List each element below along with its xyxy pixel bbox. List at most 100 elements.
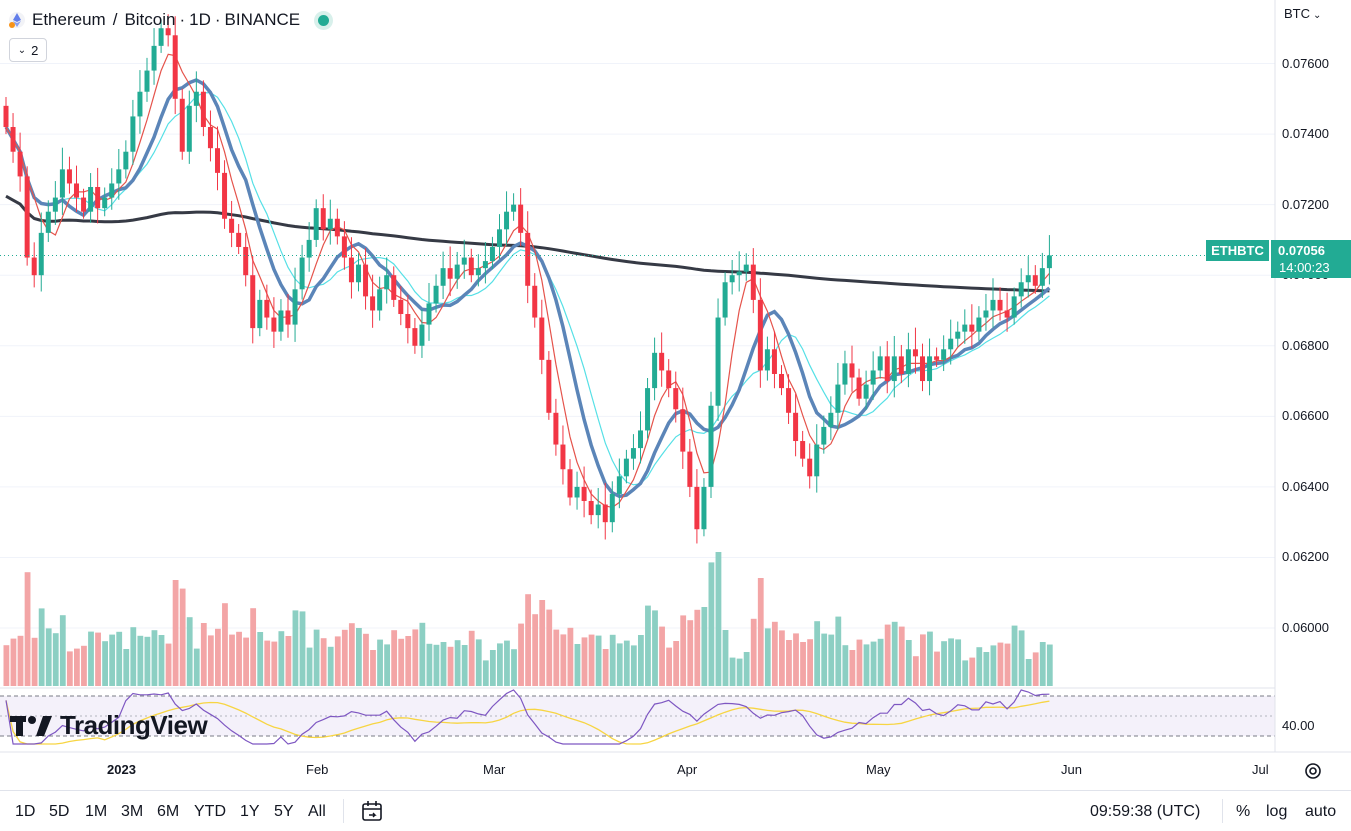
symbol-header[interactable]: Ethereum / Bitcoin · 1D · BINANCE [8, 8, 330, 32]
pair-separator: / [112, 10, 118, 29]
volume-bar [398, 638, 405, 686]
candle-body [377, 289, 383, 311]
volume-bar [807, 639, 813, 686]
range-1d[interactable]: 1D [15, 803, 36, 820]
range-6m[interactable]: 6M [157, 803, 180, 820]
candle-body [546, 359, 552, 413]
candle-body [327, 218, 333, 230]
candle-body [271, 317, 277, 332]
volume-bar [652, 610, 658, 686]
interval[interactable]: 1D [189, 10, 211, 29]
candle-body [341, 236, 347, 258]
volume-bar [391, 630, 398, 686]
volume-bar [179, 588, 186, 686]
volume-bar [356, 628, 362, 686]
range-1m[interactable]: 1M [85, 803, 108, 820]
percent-scale-toggle[interactable]: % [1236, 803, 1251, 820]
calendar-goto-icon[interactable] [360, 799, 384, 823]
currency-selector[interactable]: BTC ⌄ [1284, 6, 1321, 21]
candle-body [1004, 310, 1010, 318]
candle-body [313, 208, 319, 240]
candle-body [482, 261, 488, 269]
range-5d[interactable]: 5D [49, 803, 70, 820]
volume-bar [1018, 630, 1025, 686]
volume-bar [645, 605, 651, 686]
volume-bar [475, 639, 482, 686]
volume-bar [877, 638, 884, 686]
candle-body [1039, 268, 1045, 286]
candle-body [997, 299, 1003, 311]
volume-bar [786, 640, 792, 686]
tradingview-logo[interactable]: TradingView [10, 710, 208, 741]
candle-body [109, 183, 115, 198]
quote-name: Bitcoin [124, 10, 176, 29]
range-ytd[interactable]: YTD [194, 803, 226, 820]
range-5y[interactable]: 5Y [274, 803, 294, 820]
candle-body [814, 444, 820, 477]
volume-bar [74, 648, 80, 686]
candle-body [207, 127, 213, 149]
candle-body [800, 441, 806, 459]
candle-body [285, 310, 291, 325]
volume-bar [292, 610, 299, 686]
candle-body [934, 356, 940, 360]
utc-clock[interactable]: 09:59:38 (UTC) [1090, 803, 1201, 820]
candle-body [320, 208, 326, 230]
candle-body [779, 373, 784, 389]
time-axis-label: Jun [1061, 762, 1082, 777]
volume-bar [504, 640, 510, 686]
volume-bar [525, 594, 531, 686]
candle-body [165, 28, 171, 36]
price-axis-label: 0.06400 [1282, 478, 1329, 494]
volume-bar [659, 626, 665, 686]
time-axis-label: Mar [483, 762, 506, 777]
volume-bar [200, 623, 207, 686]
candle-body [983, 310, 989, 318]
currency-label: BTC [1284, 6, 1310, 21]
chart-canvas[interactable] [0, 0, 1351, 790]
volume-bar [905, 640, 912, 686]
volume-bar [814, 621, 821, 686]
volume-bar [997, 642, 1004, 686]
candle-body [363, 264, 369, 297]
volume-bar [193, 648, 200, 686]
candle-body [786, 388, 792, 413]
volume-bar [609, 634, 616, 686]
market-status-icon[interactable] [318, 14, 330, 26]
bar-countdown: 14:00:23 [1279, 260, 1330, 275]
candle-body [708, 405, 714, 487]
settings-gear-icon[interactable] [1302, 760, 1324, 782]
volume-bar [222, 603, 228, 686]
candle-body [750, 264, 756, 300]
rsi-line [5, 689, 1050, 745]
volume-bar [553, 629, 560, 686]
volume-bar [920, 634, 926, 686]
volume-bar [454, 640, 461, 686]
log-scale-toggle[interactable]: log [1266, 803, 1288, 820]
candle-body [151, 45, 157, 71]
indicator-legend-toggle[interactable]: ⌄ 2 [9, 38, 47, 62]
candle-body [370, 296, 376, 311]
volume-bar [45, 628, 52, 686]
candle-body [229, 218, 235, 233]
time-axis-label: Apr [677, 762, 698, 777]
auto-scale-toggle[interactable]: auto [1305, 803, 1337, 820]
candle-body [31, 257, 37, 276]
candle-body [433, 285, 439, 304]
time-axis-label: May [866, 762, 891, 777]
candle-body [278, 310, 284, 332]
range-3m[interactable]: 3M [121, 803, 144, 820]
volume-bar [207, 635, 214, 686]
volume-bar [546, 609, 553, 686]
candle-body [1011, 296, 1017, 318]
candle-body [66, 169, 72, 184]
volume-bar [229, 634, 235, 686]
candle-body [856, 377, 862, 399]
range-1y[interactable]: 1Y [240, 803, 260, 820]
candle-body [920, 356, 925, 382]
volume-bar [722, 630, 729, 686]
volume-bar [638, 635, 644, 686]
range-all[interactable]: All [308, 803, 326, 820]
candle-body [52, 197, 58, 212]
candle-body [729, 275, 735, 283]
